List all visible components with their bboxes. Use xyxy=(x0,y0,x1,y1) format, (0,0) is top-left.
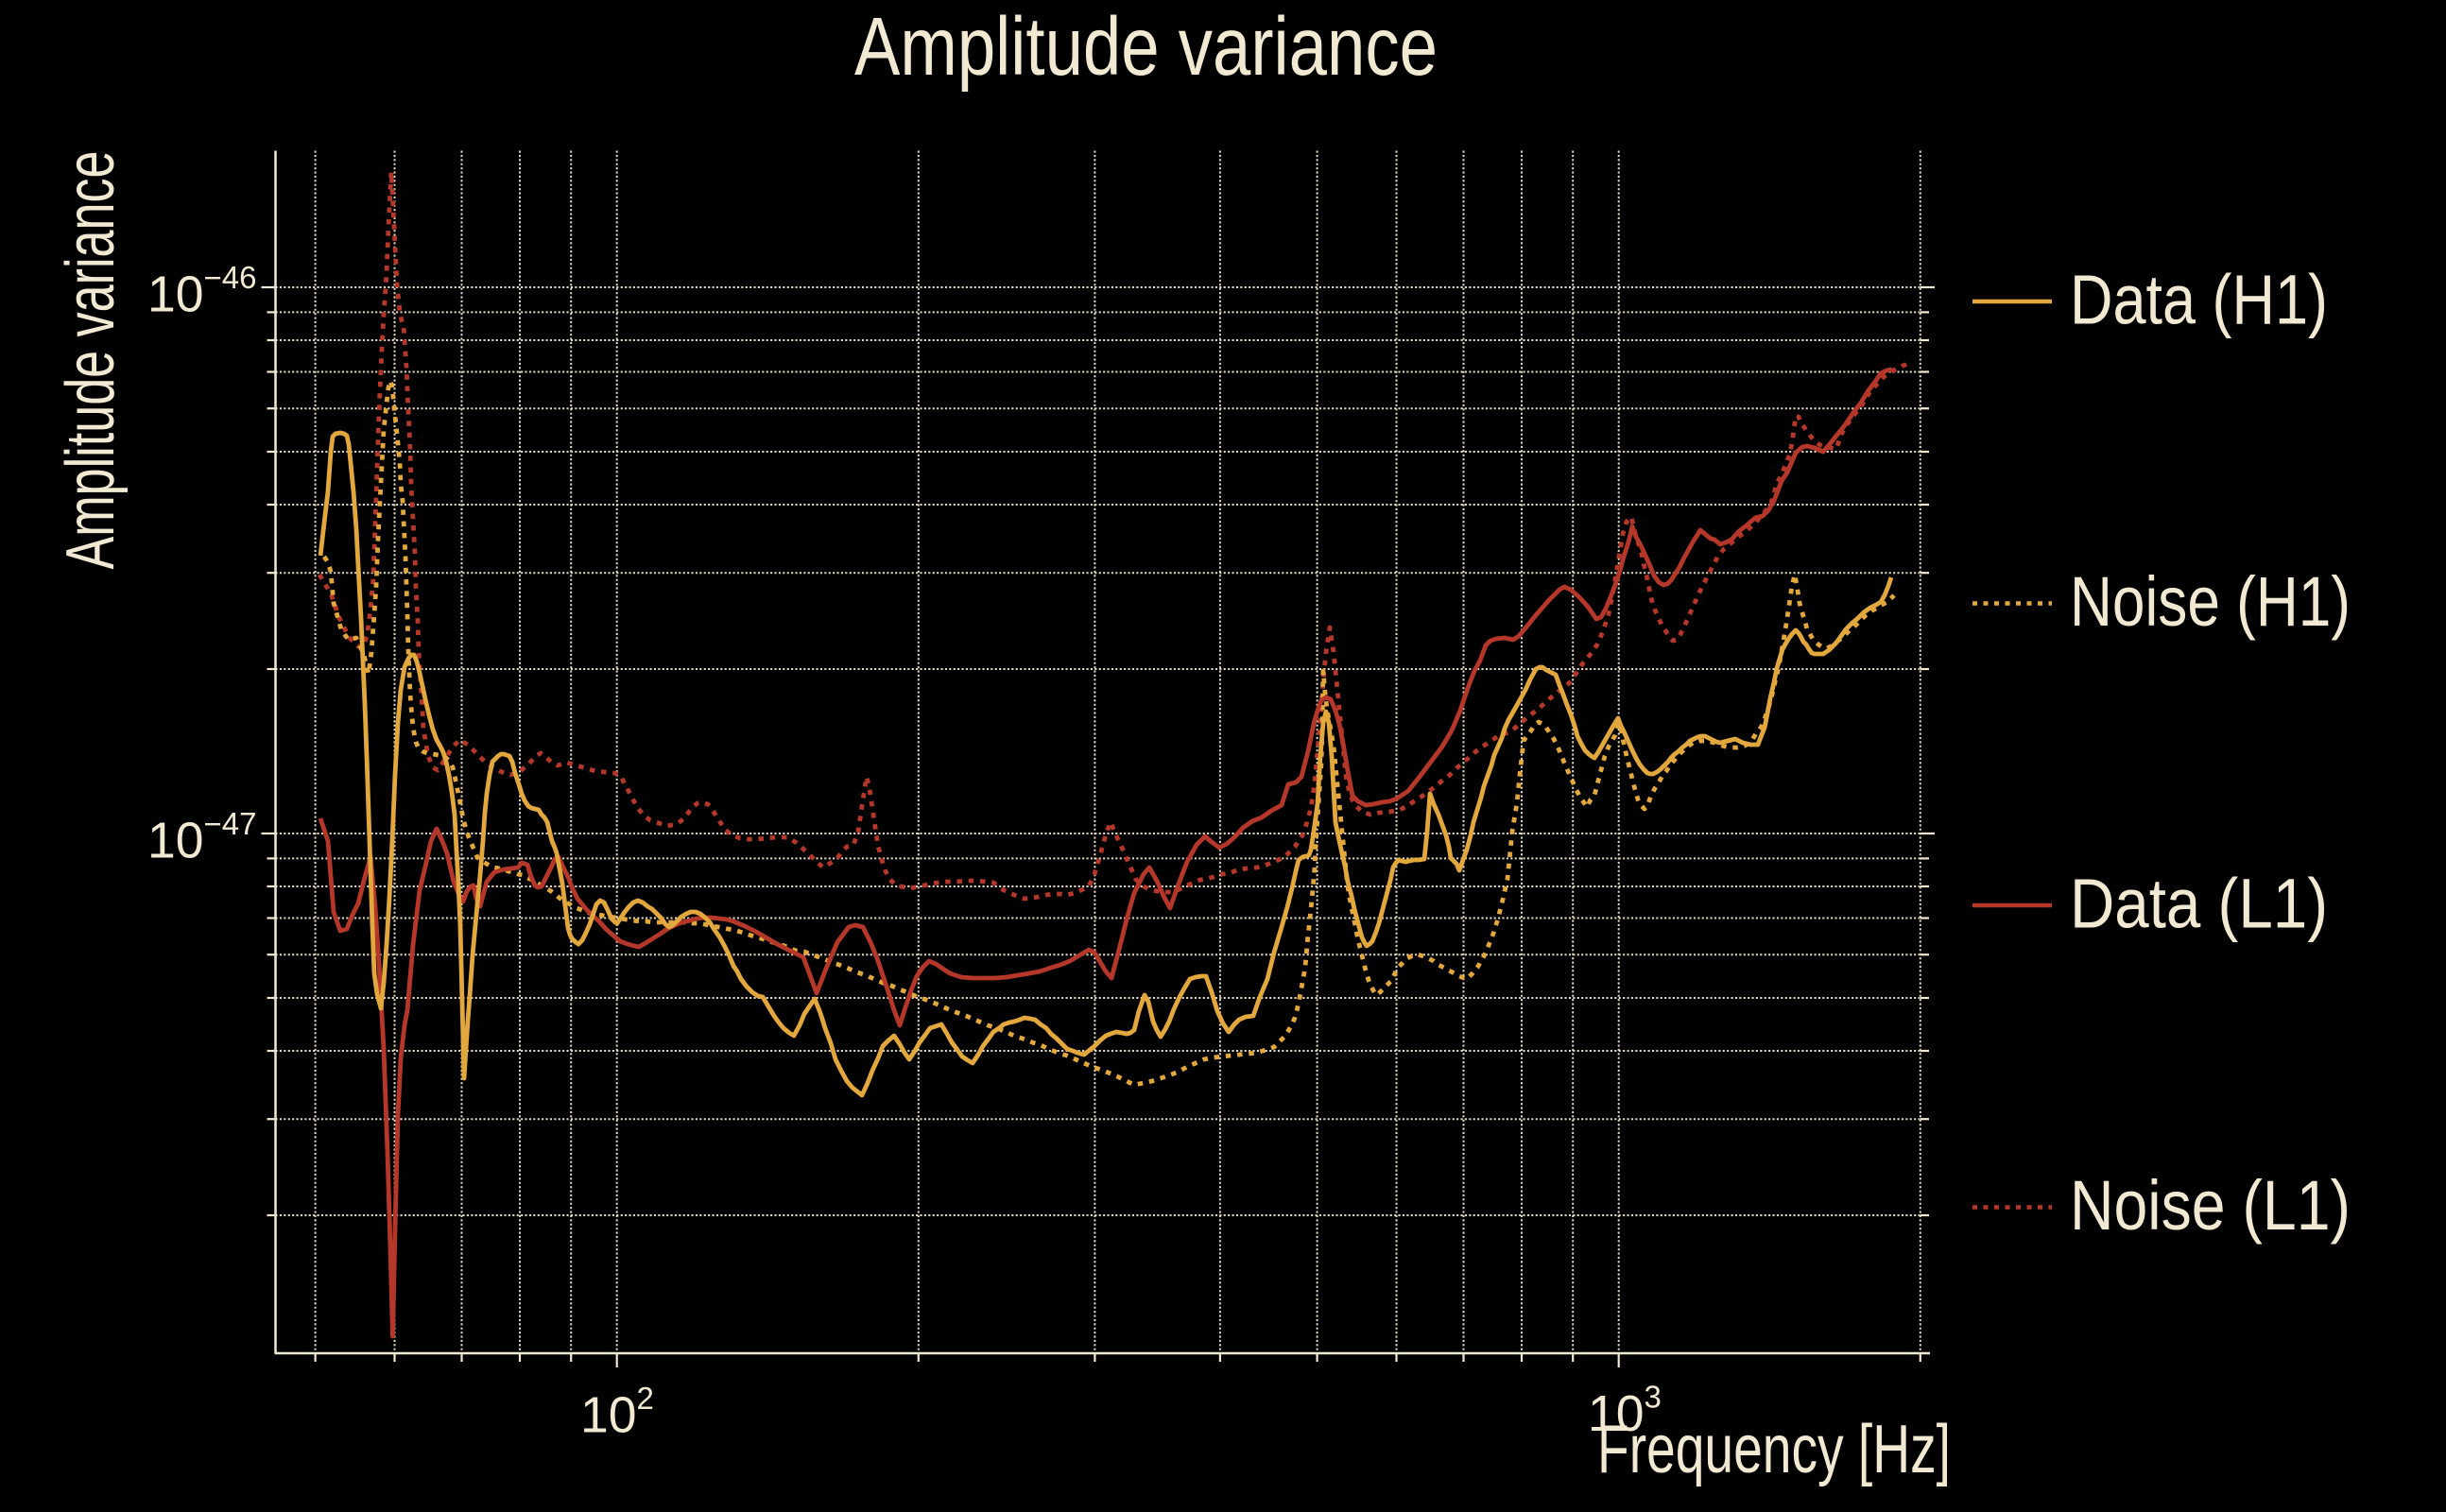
svg-text:103: 103 xyxy=(1588,1380,1662,1443)
svg-text:Amplitude variance: Amplitude variance xyxy=(53,151,129,570)
svg-text:Amplitude variance: Amplitude variance xyxy=(854,1,1438,93)
svg-text:Data (H1): Data (H1) xyxy=(2070,261,2328,339)
svg-text:Data (L1): Data (L1) xyxy=(2070,865,2328,943)
svg-text:10−46: 10−46 xyxy=(147,260,257,323)
svg-text:Noise (L1): Noise (L1) xyxy=(2070,1166,2351,1245)
svg-text:Noise (H1): Noise (H1) xyxy=(2070,562,2351,641)
svg-text:Frequency [Hz]: Frequency [Hz] xyxy=(1597,1412,1951,1487)
